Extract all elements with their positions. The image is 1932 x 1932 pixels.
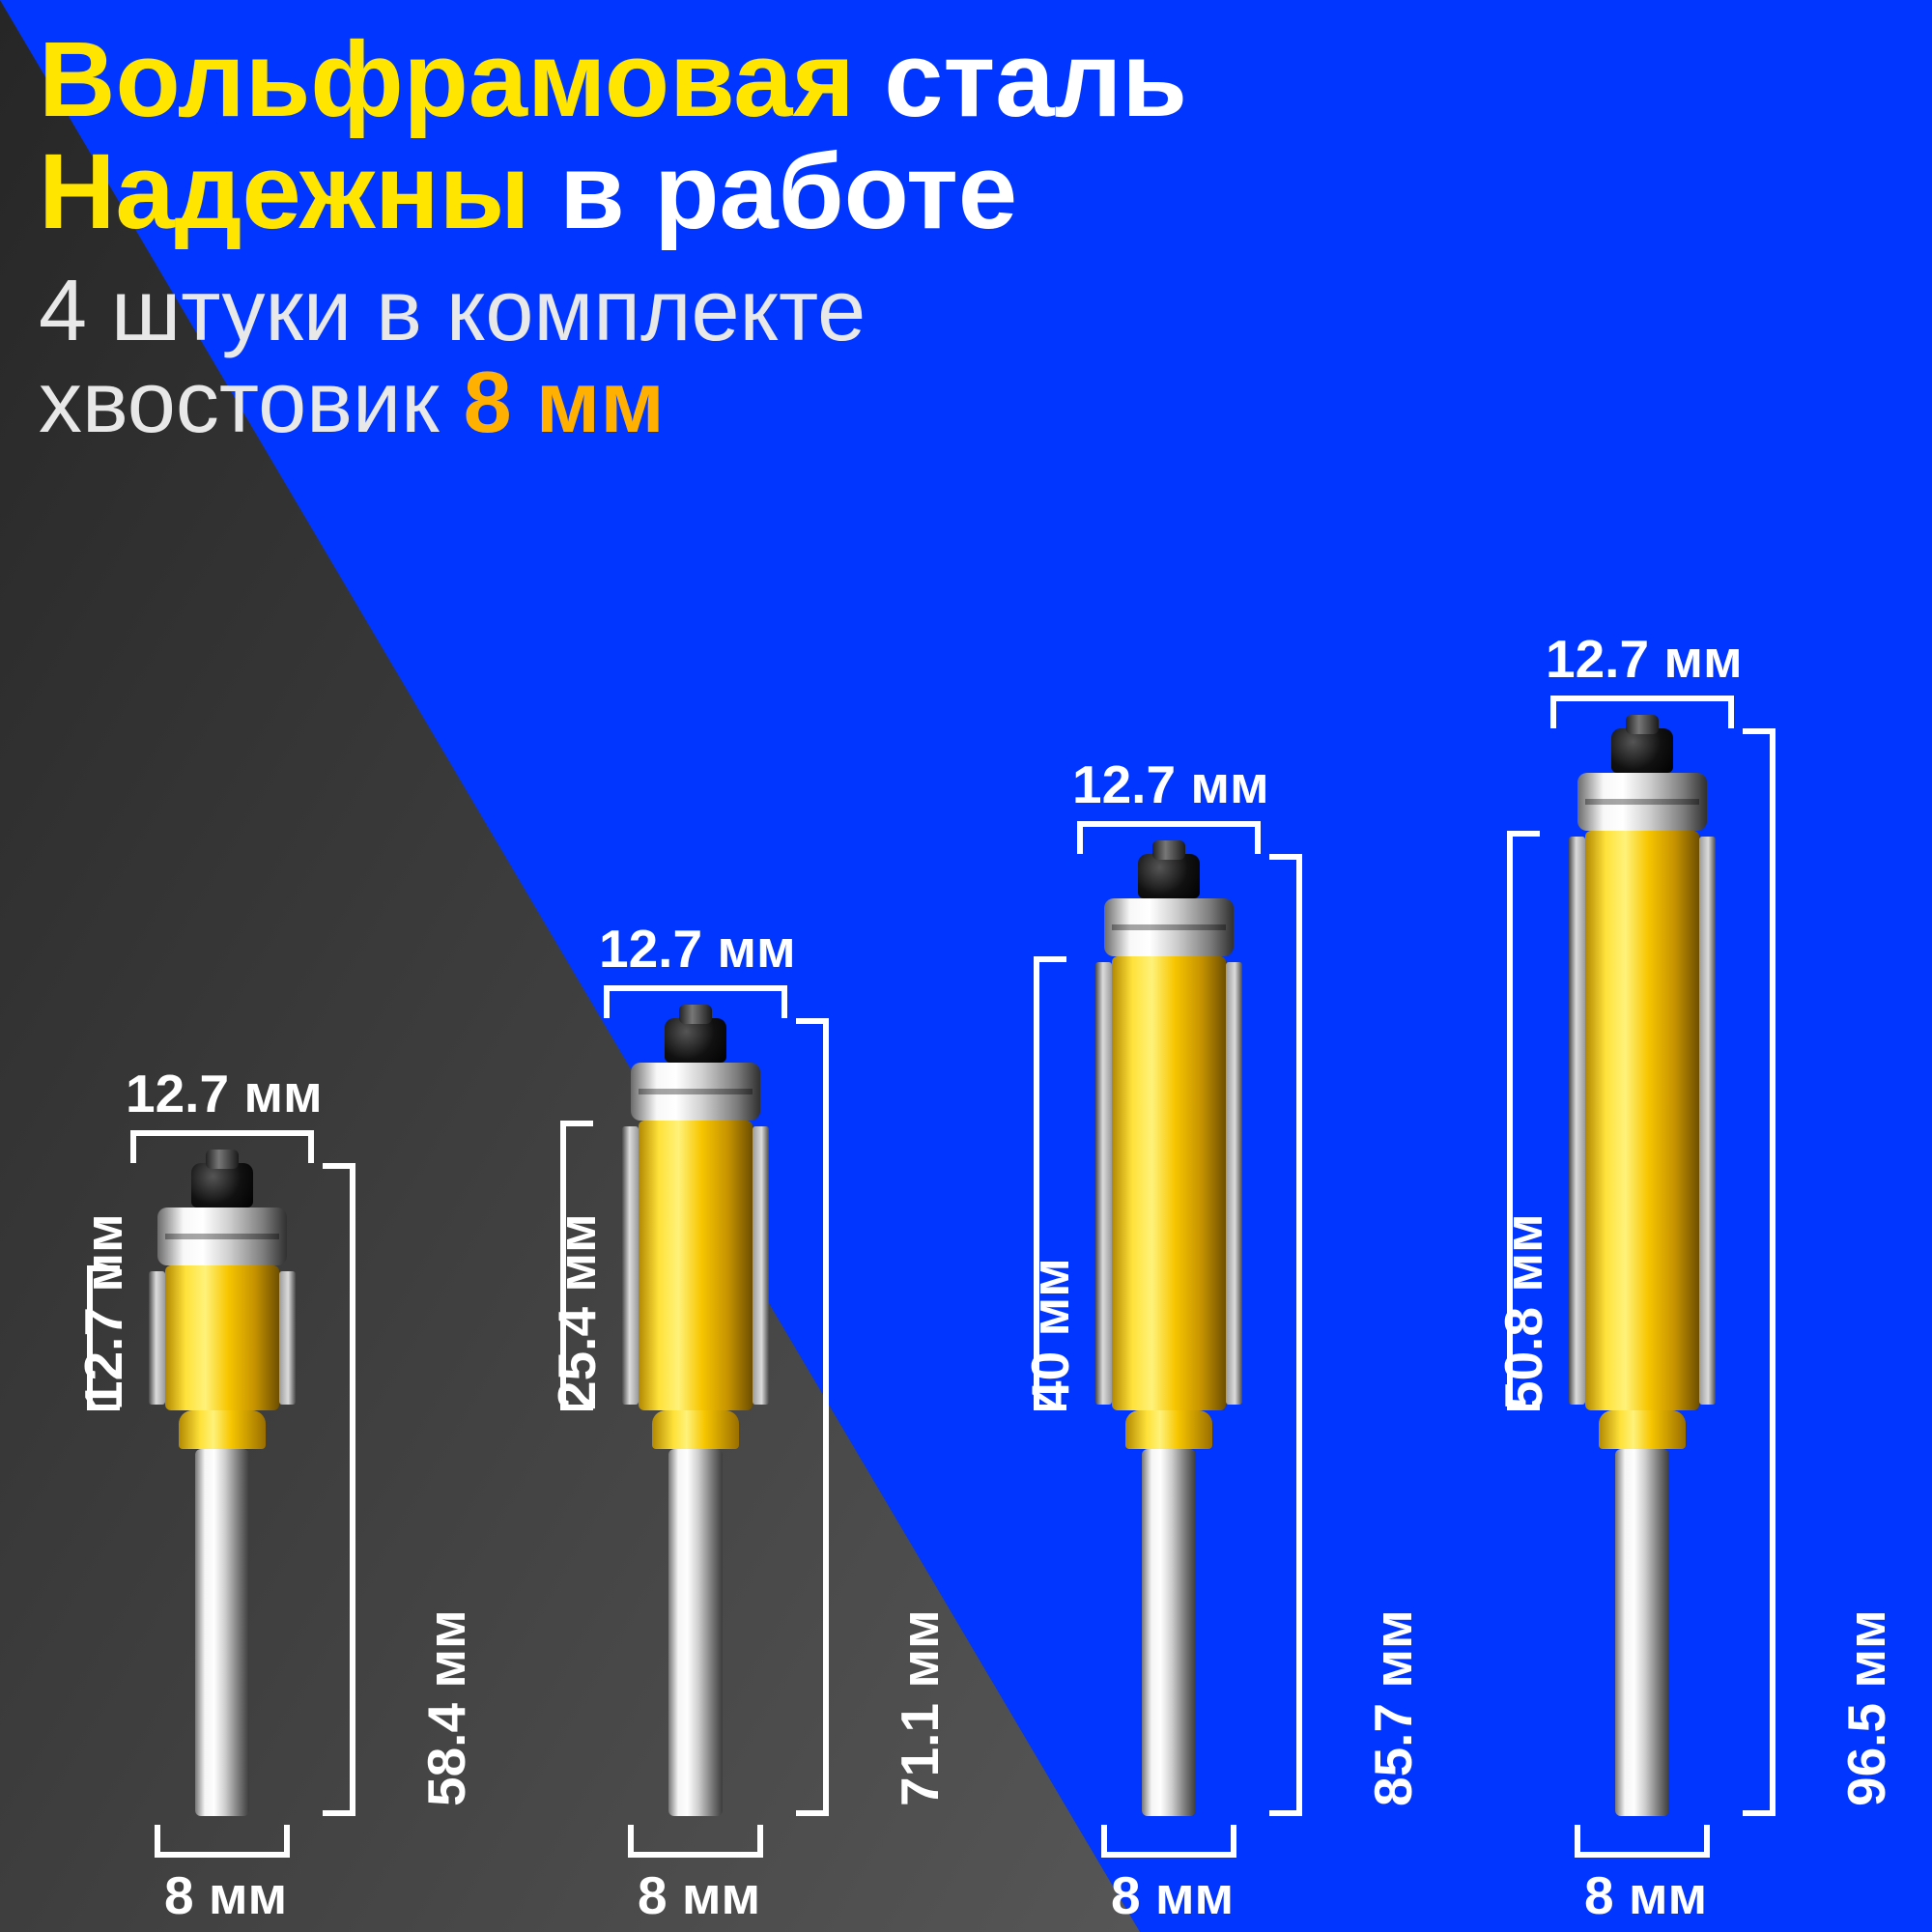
bracket-total — [1748, 728, 1776, 1816]
bit-shank — [1142, 1449, 1196, 1816]
dim-cut: 25.4 мм — [546, 1213, 608, 1410]
bit-shank — [1615, 1449, 1669, 1816]
router-bit-2 — [618, 1005, 773, 1816]
dim-top: 12.7 мм — [1072, 753, 1269, 815]
bit-bearing — [631, 1063, 760, 1121]
bit-shank — [668, 1449, 723, 1816]
bracket-total — [1275, 854, 1302, 1816]
dim-top: 12.7 мм — [1546, 628, 1743, 690]
bracket-bottom — [628, 1831, 763, 1858]
bit-bearing — [157, 1208, 287, 1265]
headline-word-4: в работе — [530, 132, 1018, 251]
bracket-top — [604, 985, 787, 991]
bit-neck — [1599, 1410, 1686, 1449]
bracket-bottom — [155, 1831, 290, 1858]
dim-total: 58.4 мм — [415, 1609, 477, 1806]
dim-total: 85.7 мм — [1362, 1609, 1424, 1806]
bit-cap — [1138, 854, 1200, 898]
infographic-canvas: Вольфрамовая сталь Надежны в работе 4 шт… — [0, 0, 1932, 1932]
bit-body — [1112, 956, 1226, 1410]
bracket-bottom — [1101, 1831, 1236, 1858]
dim-shank: 8 мм — [1584, 1864, 1707, 1926]
headline-word-3: Надежны — [39, 132, 530, 251]
router-bit-3 — [1092, 840, 1246, 1816]
bit-body — [1585, 831, 1699, 1410]
bracket-total — [328, 1163, 355, 1816]
bracket-top — [130, 1130, 314, 1136]
dim-top: 12.7 мм — [126, 1063, 323, 1124]
dim-total: 96.5 мм — [1835, 1609, 1897, 1806]
bit-cap — [665, 1018, 726, 1063]
bit-neck — [652, 1410, 739, 1449]
router-bit-4 — [1565, 715, 1719, 1816]
bit-body — [165, 1265, 279, 1410]
subline: 4 штуки в комплекте хвостовик 8 мм — [39, 266, 866, 448]
bit-cap — [191, 1163, 253, 1208]
dim-total: 71.1 мм — [889, 1609, 951, 1806]
dim-cut: 12.7 мм — [72, 1213, 134, 1410]
dim-cut: 40 мм — [1019, 1258, 1081, 1410]
bit-cap — [1611, 728, 1673, 773]
subline-2b: 8 мм — [464, 355, 665, 451]
bracket-bottom — [1575, 1831, 1710, 1858]
bit-body — [639, 1121, 753, 1410]
dim-shank: 8 мм — [638, 1864, 760, 1926]
subline-2a: хвостовик — [39, 355, 464, 451]
dim-top: 12.7 мм — [599, 918, 796, 980]
headline-word-2: сталь — [855, 20, 1187, 139]
dim-shank: 8 мм — [1111, 1864, 1234, 1926]
subline-1: 4 штуки в комплекте — [39, 266, 866, 357]
headline-word-1: Вольфрамовая — [39, 20, 855, 139]
router-bit-1 — [145, 1150, 299, 1816]
bracket-total — [802, 1018, 829, 1816]
bit-shank — [195, 1449, 249, 1816]
headline: Вольфрамовая сталь Надежны в работе — [39, 24, 1187, 247]
bit-neck — [1125, 1410, 1212, 1449]
bracket-top — [1550, 696, 1734, 701]
bit-neck — [179, 1410, 266, 1449]
bracket-top — [1077, 821, 1261, 827]
bit-bearing — [1577, 773, 1707, 831]
bit-bearing — [1104, 898, 1234, 956]
dim-shank: 8 мм — [164, 1864, 287, 1926]
dim-cut: 50.8 мм — [1492, 1213, 1554, 1410]
